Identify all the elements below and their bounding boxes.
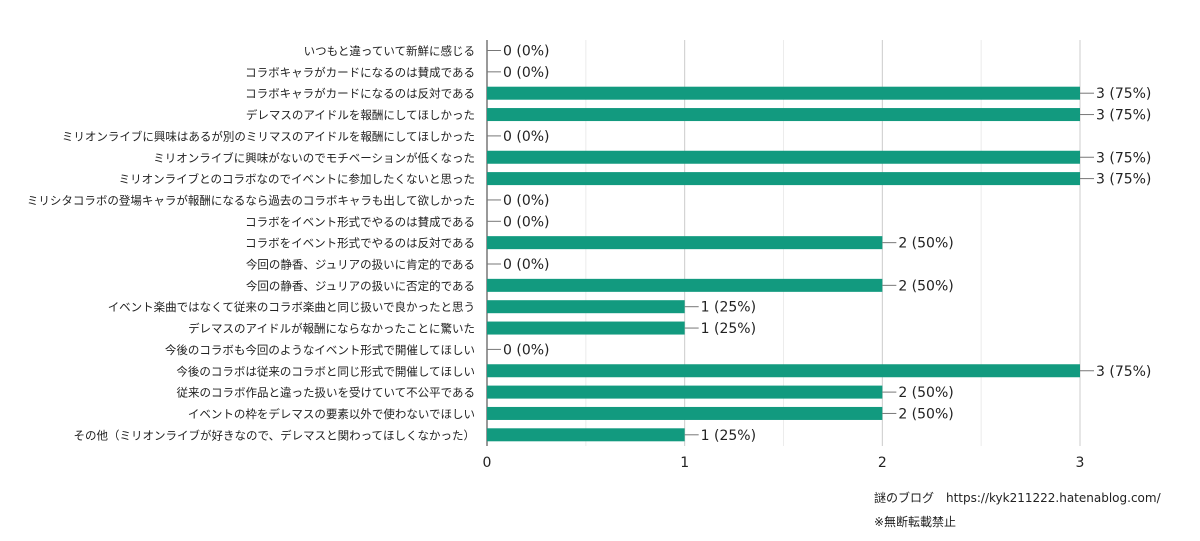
data-label: 0 (0%)	[503, 129, 550, 145]
data-labels: 0 (0%) 0 (0%) 3 (75%) 3 (75%) 0 (0%) 3 (75%) 3…	[487, 44, 1151, 444]
x-tick-label: 1	[680, 455, 689, 471]
data-label: 3 (75%)	[1096, 86, 1151, 102]
data-label: 0 (0%)	[503, 342, 550, 358]
data-label: 2 (50%)	[898, 278, 953, 294]
category-label: 今後のコラボも今回のようなイベント形式で開催してほしい	[165, 343, 475, 357]
data-label: 2 (50%)	[898, 385, 953, 401]
category-label: ミリオンライブに興味はあるが別のミリマスのアイドルを報酬にしてほしかった	[62, 129, 475, 143]
bars	[487, 86, 1080, 442]
data-label: 3 (75%)	[1096, 172, 1151, 188]
category-label: 今回の静香、ジュリアの扱いに否定的である	[246, 279, 475, 293]
data-label: 2 (50%)	[898, 236, 953, 252]
bar	[487, 278, 883, 292]
category-label: ミリシタコラボの登場キャラが報酬になるなら過去のコラボキャラも出して欲しかった	[27, 193, 475, 207]
bar	[487, 86, 1080, 100]
data-label: 2 (50%)	[898, 406, 953, 422]
bar-chart: いつもと違っていて新鮮に感じるコラボキャラがカードになるのは賛成であるコラボキャ…	[27, 40, 1151, 471]
data-label: 1 (25%)	[701, 300, 756, 316]
data-label: 0 (0%)	[503, 65, 550, 81]
x-tick-label: 3	[1076, 455, 1085, 471]
data-label: 1 (25%)	[701, 321, 756, 337]
data-label: 3 (75%)	[1096, 150, 1151, 166]
bar	[487, 406, 883, 420]
bar	[487, 150, 1080, 164]
bar	[487, 108, 1080, 122]
category-label: いつもと違っていて新鮮に感じる	[304, 44, 475, 58]
category-label: 今回の静香、ジュリアの扱いに肯定的である	[246, 258, 475, 272]
data-label: 0 (0%)	[503, 257, 550, 273]
bar	[487, 300, 685, 314]
x-tick-label: 2	[878, 455, 887, 471]
data-label: 0 (0%)	[503, 44, 550, 60]
bar	[487, 364, 1080, 378]
category-label: ミリオンライブに興味がないのでモチベーションが低くなった	[153, 151, 475, 165]
x-tick-label: 0	[483, 455, 492, 471]
category-label: ミリオンライブとのコラボなのでイベントに参加したくないと思った	[119, 172, 475, 186]
category-label: イベントの枠をデレマスの要素以外で使わないでほしい	[188, 407, 475, 421]
bar	[487, 236, 883, 250]
data-label: 3 (75%)	[1096, 108, 1151, 124]
bar	[487, 428, 685, 442]
category-label: その他（ミリオンライブが好きなので、デレマスと関わってほしくなかった）	[74, 428, 475, 442]
data-label: 0 (0%)	[503, 193, 550, 209]
data-label: 3 (75%)	[1096, 364, 1151, 380]
category-label: コラボキャラがカードになるのは賛成である	[245, 65, 475, 79]
category-label: コラボをイベント形式でやるのは反対である	[245, 236, 475, 250]
bar	[487, 385, 883, 399]
category-label: 今後のコラボは従来のコラボと同じ形式で開催してほしい	[176, 364, 475, 378]
footer-copyright-note: ※無断転載禁止	[874, 515, 957, 529]
category-label: 従来のコラボ作品と違った扱いを受けていて不公平である	[176, 386, 475, 400]
data-label: 1 (25%)	[701, 428, 756, 444]
data-label: 0 (0%)	[503, 214, 550, 230]
x-tick-labels: 0 1 2 3	[483, 455, 1085, 471]
bar	[487, 172, 1080, 186]
category-label: デレマスのアイドルが報酬にならなかったことに驚いた	[188, 322, 475, 336]
bar	[487, 321, 685, 335]
category-label: デレマスのアイドルを報酬にしてほしかった	[246, 108, 475, 122]
footer-blog-credit: 謎のブログ https://kyk211222.hatenablog.com/	[874, 491, 1161, 505]
category-label: コラボキャラがカードになるのは反対である	[245, 87, 475, 101]
category-label: コラボをイベント形式でやるのは賛成である	[245, 215, 475, 229]
category-label: イベント楽曲ではなくて従来のコラボ楽曲と同じ扱いで良かったと思う	[108, 300, 475, 314]
category-labels: いつもと違っていて新鮮に感じるコラボキャラがカードになるのは賛成であるコラボキャ…	[27, 44, 475, 442]
